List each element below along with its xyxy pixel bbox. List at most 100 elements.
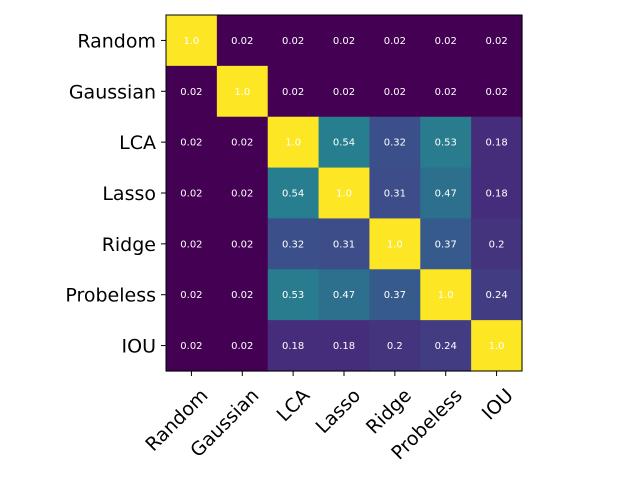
heatmap-cells xyxy=(166,15,523,372)
heatmap-cell-gaussian-probeless xyxy=(420,65,472,118)
heatmap-cell-ridge-probeless xyxy=(420,218,472,270)
heatmap-cell-gaussian-gaussian xyxy=(216,65,269,118)
heatmap-cell-gaussian-iou xyxy=(471,65,523,118)
heatmap-cell-lca-lca xyxy=(267,116,320,169)
cell-value-label: 0.02 xyxy=(180,341,202,352)
heatmap-cell-lca-iou xyxy=(471,116,523,169)
cell-value-label: 0.02 xyxy=(231,239,253,250)
heatmap-cell-random-ridge xyxy=(369,15,421,67)
cell-value-label: 0.31 xyxy=(384,188,406,199)
cell-value-label: 0.24 xyxy=(485,290,507,301)
heatmap-cell-lasso-lca xyxy=(267,167,320,220)
cell-value-label: 0.02 xyxy=(333,36,355,47)
heatmap-cell-ridge-lca xyxy=(267,218,320,270)
cell-value-label: 0.02 xyxy=(384,36,406,47)
cell-value-label: 1.0 xyxy=(234,87,250,98)
cell-value-label: 1.0 xyxy=(336,188,352,199)
cell-value-label: 0.53 xyxy=(435,138,457,149)
cell-value-label: 0.02 xyxy=(333,87,355,98)
x-tick-label-lca: LCA xyxy=(273,385,315,427)
cell-value-label: 0.02 xyxy=(180,239,202,250)
cell-value-label: 0.02 xyxy=(384,87,406,98)
y-tick-label-gaussian: Gaussian xyxy=(69,81,156,103)
heatmap-cell-probeless-random xyxy=(166,269,218,321)
cell-value-label: 0.02 xyxy=(180,188,202,199)
cell-value-label: 0.24 xyxy=(435,341,457,352)
heatmap-cell-probeless-gaussian xyxy=(216,269,269,321)
heatmap-cell-labels: 1.0 0.02 0.02 0.02 0.02 0.02 0.02 0.02 1.0 0.02 0.… xyxy=(180,36,507,352)
heatmap-cell-random-iou xyxy=(471,15,523,67)
cell-value-label: 0.2 xyxy=(489,239,505,250)
cell-value-label: 0.47 xyxy=(333,290,355,301)
heatmap-cell-ridge-gaussian xyxy=(216,218,269,270)
cell-value-label: 0.02 xyxy=(231,188,253,199)
heatmap-cell-probeless-lca xyxy=(267,269,320,321)
cell-value-label: 0.47 xyxy=(435,188,457,199)
cell-value-label: 0.53 xyxy=(282,290,304,301)
cell-value-label: 1.0 xyxy=(438,290,454,301)
heatmap-cell-probeless-ridge xyxy=(369,269,421,321)
heatmap-cell-gaussian-ridge xyxy=(369,65,421,118)
x-tick-label-iou: IOU xyxy=(478,385,518,425)
cell-value-label: 0.32 xyxy=(384,138,406,149)
heatmap-cell-random-probeless xyxy=(420,15,472,67)
x-tick-label-lasso: Lasso xyxy=(312,385,365,438)
heatmap-cell-lasso-ridge xyxy=(369,167,421,220)
heatmap-cell-iou-lasso xyxy=(318,320,371,372)
heatmap-cell-probeless-probeless xyxy=(420,269,472,321)
cell-value-label: 0.54 xyxy=(282,188,304,199)
heatmap-cell-iou-gaussian xyxy=(216,320,269,372)
heatmap-cell-iou-ridge xyxy=(369,320,421,372)
heatmap-cell-gaussian-lasso xyxy=(318,65,371,118)
y-tick-label-probeless: Probeless xyxy=(65,285,156,307)
cell-value-label: 0.2 xyxy=(387,341,403,352)
y-tick-label-random: Random xyxy=(77,30,156,52)
heatmap-cell-random-lca xyxy=(267,15,320,67)
cell-value-label: 1.0 xyxy=(285,138,301,149)
heatmap-cell-iou-iou xyxy=(471,320,523,372)
heatmap-cell-random-gaussian xyxy=(216,15,269,67)
cell-value-label: 0.02 xyxy=(282,36,304,47)
heatmap-cell-random-lasso xyxy=(318,15,371,67)
heatmap-cell-random-random xyxy=(166,15,218,67)
heatmap-cell-lasso-iou xyxy=(471,167,523,220)
cell-value-label: 0.02 xyxy=(435,87,457,98)
cell-value-label: 0.02 xyxy=(180,290,202,301)
heatmap-cell-lasso-lasso xyxy=(318,167,371,220)
heatmap-cell-probeless-lasso xyxy=(318,269,371,321)
cell-value-label: 0.54 xyxy=(333,138,355,149)
cell-value-label: 1.0 xyxy=(387,239,403,250)
cell-value-label: 0.02 xyxy=(485,87,507,98)
cell-value-label: 0.02 xyxy=(231,138,253,149)
heatmap-cell-ridge-random xyxy=(166,218,218,270)
cell-value-label: 0.37 xyxy=(435,239,457,250)
cell-value-label: 0.18 xyxy=(333,341,355,352)
cell-value-label: 0.02 xyxy=(231,290,253,301)
cell-value-label: 1.0 xyxy=(489,341,505,352)
y-tick-label-lasso: Lasso xyxy=(102,183,156,205)
heatmap-cell-ridge-ridge xyxy=(369,218,421,270)
heatmap-cell-lasso-gaussian xyxy=(216,167,269,220)
cell-value-label: 0.02 xyxy=(435,36,457,47)
cell-value-label: 1.0 xyxy=(183,36,199,47)
heatmap-cell-ridge-iou xyxy=(471,218,523,270)
cell-value-label: 0.02 xyxy=(180,138,202,149)
heatmap-cell-lca-probeless xyxy=(420,116,472,169)
cell-value-label: 0.32 xyxy=(282,239,304,250)
cell-value-label: 0.02 xyxy=(485,36,507,47)
heatmap-cell-lasso-random xyxy=(166,167,218,220)
heatmap-cell-lca-random xyxy=(166,116,218,169)
y-tick-label-lca: LCA xyxy=(119,132,156,154)
heatmap-cell-ridge-lasso xyxy=(318,218,371,270)
heatmap-cell-iou-random xyxy=(166,320,218,372)
cell-value-label: 0.02 xyxy=(231,36,253,47)
heatmap-cell-lca-ridge xyxy=(369,116,421,169)
heatmap-cell-gaussian-random xyxy=(166,65,218,118)
cell-value-label: 0.02 xyxy=(282,87,304,98)
heatmap-cell-lca-lasso xyxy=(318,116,371,169)
cell-value-label: 0.02 xyxy=(231,341,253,352)
heatmap-cell-iou-probeless xyxy=(420,320,472,372)
y-axis-ticks: Random Gaussian LCA Lasso Ridge Probeless IOU xyxy=(65,30,166,358)
